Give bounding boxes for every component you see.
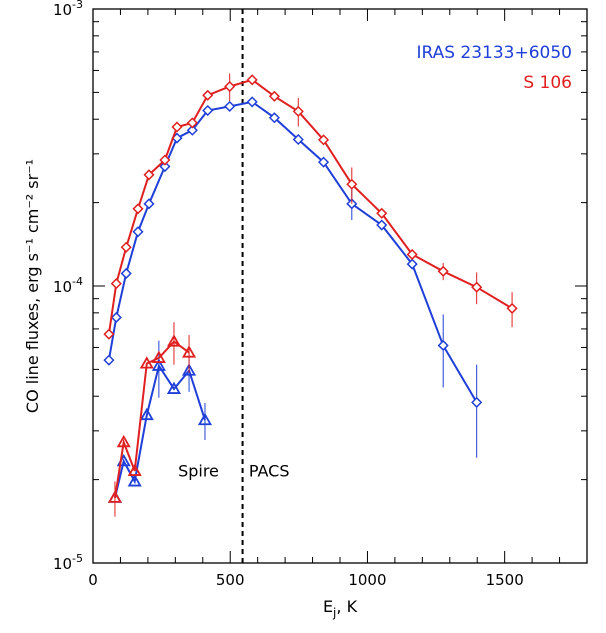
annotations: Spire PACS (178, 462, 289, 481)
series-line (107, 78, 513, 335)
data-point-triangle (166, 381, 182, 394)
data-point-diamond (224, 80, 236, 93)
series-line (114, 340, 190, 498)
series-3 (107, 322, 197, 517)
data-point-diamond (346, 178, 358, 190)
data-point-diamond (132, 226, 144, 238)
data-point-diamond (406, 248, 418, 260)
x-tick-label: 1500 (486, 571, 524, 589)
data-point-diamond (110, 311, 122, 324)
data-point-diamond (317, 134, 330, 146)
data-point-diamond (103, 354, 115, 366)
data-point-diamond (376, 207, 388, 219)
data-point-diamond (110, 278, 122, 290)
legend-entry: IRAS 23133+6050 (416, 43, 572, 63)
data-point-triangle (139, 407, 154, 421)
data-point-triangle (197, 412, 213, 426)
data-point-diamond (171, 121, 183, 133)
data-point-diamond (292, 105, 304, 117)
annotation-label: PACS (249, 462, 290, 481)
data-point-diamond (471, 281, 483, 293)
data-point-diamond (224, 100, 236, 112)
x-axis-label: Ej, K (323, 597, 358, 620)
y-tick-label: 10-5 (53, 552, 83, 573)
axis-labels: Ej, K CO line fluxes, erg s⁻¹ cm⁻² sr⁻¹ (23, 159, 358, 620)
data-point-diamond (159, 160, 171, 173)
legend-entry: S 106 (523, 73, 572, 93)
data-point-diamond (132, 203, 144, 215)
data-point-diamond (143, 169, 155, 181)
data-point-diamond (246, 74, 258, 86)
data-point-triangle (116, 434, 131, 448)
data-point-diamond (317, 156, 330, 168)
plot-frame (92, 8, 588, 564)
data-point-diamond (471, 396, 483, 408)
series-1 (103, 73, 518, 340)
data-point-triangle (139, 356, 154, 369)
data-point-diamond (159, 154, 171, 166)
data-point-diamond (186, 117, 198, 129)
legend: IRAS 23133+6050 S 106 (416, 43, 572, 93)
series-layer (103, 73, 518, 517)
data-point-diamond (406, 258, 418, 270)
data-point-triangle (127, 463, 142, 476)
data-point-triangle (151, 350, 166, 363)
series-line (107, 100, 478, 403)
data-point-diamond (292, 133, 304, 146)
data-point-diamond (120, 241, 132, 253)
data-point-diamond (268, 112, 280, 124)
data-point-triangle (166, 334, 182, 347)
data-point-diamond (376, 219, 388, 231)
y-axis-label: CO line fluxes, erg s⁻¹ cm⁻² sr⁻¹ (23, 159, 42, 413)
data-point-diamond (437, 339, 449, 352)
data-point-diamond (437, 265, 449, 277)
data-point-diamond (202, 89, 214, 101)
data-point-diamond (120, 267, 132, 280)
data-point-triangle (107, 490, 123, 503)
data-point-triangle (151, 358, 166, 371)
data-point-diamond (268, 90, 280, 102)
data-point-diamond (103, 328, 115, 340)
data-point-diamond (246, 96, 258, 108)
x-tick-label: 500 (216, 571, 245, 589)
annotation-label: Spire (178, 462, 219, 481)
data-point-diamond (202, 104, 214, 117)
data-point-diamond (143, 198, 155, 210)
data-point-diamond (506, 302, 518, 314)
y-tick-label: 10-4 (53, 275, 83, 296)
data-point-triangle (182, 345, 197, 358)
x-tick-label: 0 (88, 571, 98, 589)
data-point-triangle (182, 363, 197, 376)
plot-border (92, 8, 588, 564)
y-tick-label: 10-3 (53, 0, 83, 19)
data-point-diamond (186, 124, 198, 136)
x-tick-label: 1000 (348, 571, 386, 589)
axis-ticks: 0 500 1000 1500 10-3 10-4 10-5 (53, 0, 587, 589)
series-0 (103, 96, 483, 458)
data-point-triangle (127, 474, 142, 487)
